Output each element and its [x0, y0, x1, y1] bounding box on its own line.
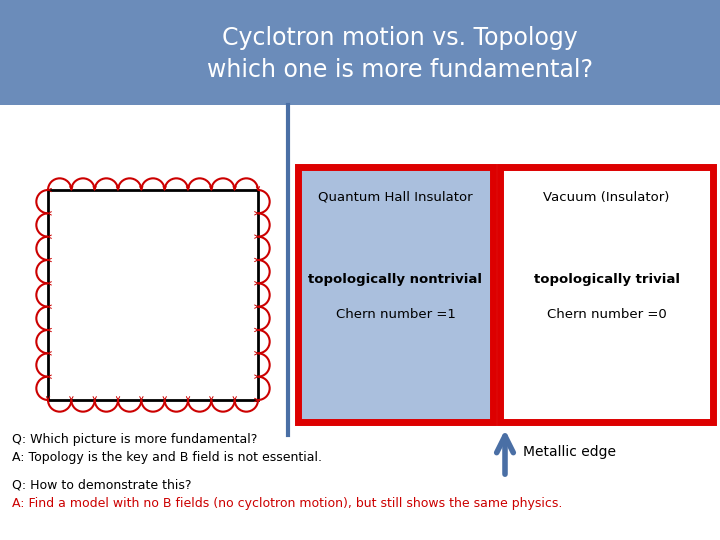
Text: Quantum Hall Insulator: Quantum Hall Insulator	[318, 191, 473, 204]
Text: Q: How to demonstrate this?: Q: How to demonstrate this?	[12, 478, 192, 491]
Bar	[298, 167, 493, 422]
Text: Vacuum (Insulator): Vacuum (Insulator)	[544, 191, 670, 204]
Text: Metallic edge: Metallic edge	[523, 445, 616, 459]
Text: topologically nontrivial: topologically nontrivial	[308, 273, 482, 286]
Text: Q: Which picture is more fundamental?: Q: Which picture is more fundamental?	[12, 434, 257, 447]
Text: Cyclotron motion vs. Topology: Cyclotron motion vs. Topology	[222, 26, 578, 50]
Text: Chern number =0: Chern number =0	[546, 308, 667, 321]
Text: A: Topology is the key and B field is not essential.: A: Topology is the key and B field is no…	[12, 451, 322, 464]
Bar	[500, 167, 713, 422]
Text: Chern number =1: Chern number =1	[336, 308, 456, 321]
Text: A: Find a model with no B fields (no cyclotron motion), but still shows the same: A: Find a model with no B fields (no cyc…	[12, 496, 562, 510]
Text: which one is more fundamental?: which one is more fundamental?	[207, 58, 593, 82]
Text: topologically trivial: topologically trivial	[534, 273, 680, 286]
Bar	[0, 0, 720, 105]
Bar	[48, 190, 258, 400]
